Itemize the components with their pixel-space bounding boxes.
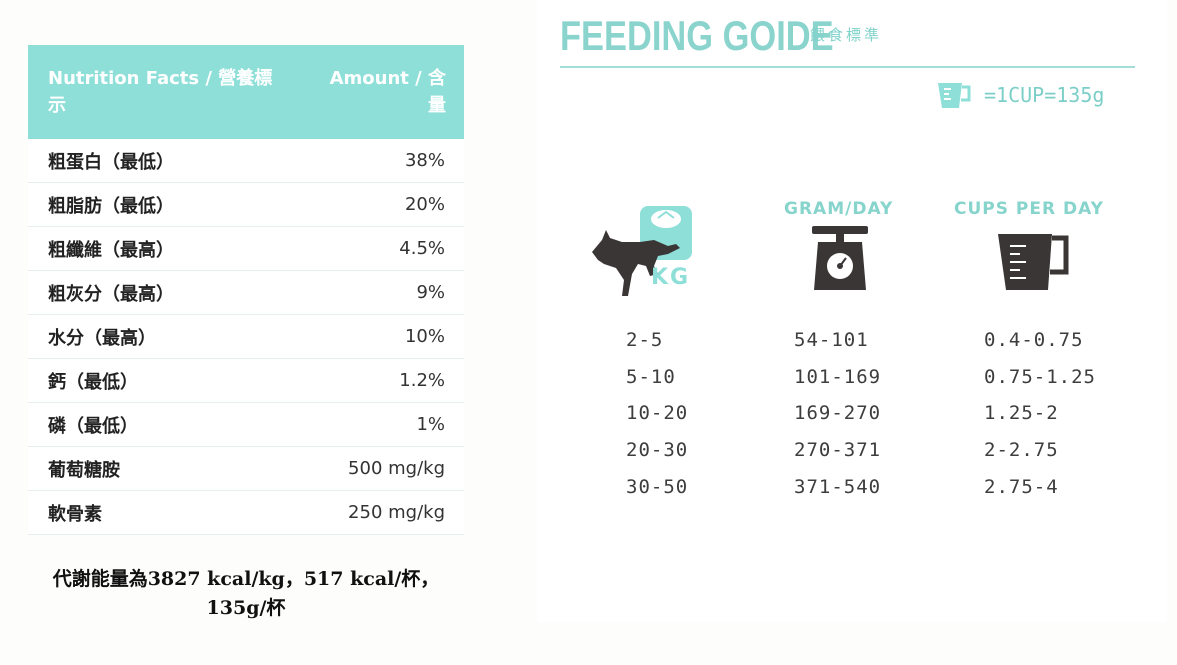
nutrient-name: 水分（最高） [48, 327, 156, 349]
nutrition-table: Nutrition Facts / 營養標示 Amount / 含量 粗蛋白（最… [28, 45, 464, 535]
nutrient-value: 9% [416, 282, 445, 303]
nutrient-value: 500 mg/kg [348, 458, 445, 479]
nutrient-value: 250 mg/kg [348, 502, 445, 523]
dog-weight-icon-group: KG [588, 204, 698, 304]
nutrition-table-header: Nutrition Facts / 營養標示 Amount / 含量 [28, 45, 464, 139]
nutrient-name: 鈣（最低） [48, 371, 138, 393]
table-row: 水分（最高） 10% [28, 315, 464, 359]
table-row: 葡萄糖胺 500 mg/kg [28, 447, 464, 491]
cup-icon-group [996, 232, 1070, 296]
gram-per-day-header: GRAM/DAY [784, 199, 894, 219]
list-item: 169-270 [794, 402, 882, 425]
nutrient-value: 4.5% [399, 238, 445, 259]
weight-list: 2-5 5-10 10-20 20-30 30-50 [626, 326, 688, 509]
list-item: 270-371 [794, 439, 882, 462]
measuring-cup-icon [998, 234, 1069, 290]
measuring-cup-small-icon [938, 83, 971, 108]
list-item: 371-540 [794, 475, 882, 498]
list-item: 101-169 [794, 365, 882, 388]
nutrient-value: 38% [404, 150, 445, 171]
kitchen-scale-icon [812, 226, 868, 290]
metabolic-energy-note: 代謝能量為3827 kcal/kg，517 kcal/杯， 135g/杯 [28, 565, 464, 623]
list-item: 10-20 [626, 402, 689, 425]
table-row: 磷（最低） 1% [28, 403, 464, 447]
kg-label: KG [651, 265, 691, 290]
header-amount: Amount / 含量 [329, 68, 446, 116]
table-row: 粗灰分（最高） 9% [28, 271, 464, 315]
scale-icon-group [810, 224, 870, 296]
cup-conversion-note: =1CUP=135g [936, 80, 1104, 110]
list-item: 54-101 [794, 329, 869, 351]
list-item: 20-30 [626, 439, 689, 462]
table-row: 粗纖維（最高） 4.5% [28, 227, 464, 271]
list-item: 2.75-4 [984, 475, 1059, 498]
table-row: 鈣（最低） 1.2% [28, 359, 464, 403]
nutrient-value: 1.2% [399, 370, 445, 391]
guide-subtitle: 餵食標準 [810, 26, 883, 44]
energy-line-2: 135g/杯 [206, 597, 286, 619]
nutrient-value: 10% [404, 326, 445, 347]
list-item: 1.25-2 [984, 402, 1059, 425]
guide-divider [560, 66, 1135, 68]
nutrient-value: 20% [404, 194, 445, 215]
list-item: 5-10 [626, 365, 676, 388]
list-item: 0.4-0.75 [984, 329, 1084, 351]
cups-per-day-header: CUPS PER DAY [954, 199, 1104, 219]
table-row: 粗蛋白（最低） 38% [28, 139, 464, 183]
list-item: 30-50 [626, 475, 689, 498]
table-row: 粗脂肪（最低） 20% [28, 183, 464, 227]
feeding-guide-panel [537, 0, 1167, 622]
nutrient-name: 粗蛋白（最低） [48, 151, 174, 173]
header-nutrition-facts: Nutrition Facts / 營養標示 [48, 68, 273, 116]
cup-note-text: =1CUP=135g [984, 83, 1105, 107]
nutrition-rows: 粗蛋白（最低） 38% 粗脂肪（最低） 20% 粗纖維（最高） 4.5% 粗灰分… [28, 139, 464, 535]
nutrient-name: 軟骨素 [48, 503, 102, 525]
table-row: 軟骨素 250 mg/kg [28, 491, 464, 535]
running-dog-icon [592, 206, 692, 296]
list-item: 2-2.75 [984, 439, 1059, 462]
list-item: 0.75-1.25 [984, 365, 1096, 388]
energy-line-1: 代謝能量為3827 kcal/kg，517 kcal/杯， [52, 568, 440, 590]
nutrient-name: 粗纖維（最高） [48, 239, 174, 261]
cups-list: 0.4-0.75 0.75-1.25 1.25-2 2-2.75 2.75-4 [984, 326, 1096, 509]
nutrient-name: 磷（最低） [48, 415, 138, 437]
nutrient-name: 粗灰分（最高） [48, 283, 174, 305]
list-item: 2-5 [626, 329, 664, 351]
guide-title: FEEDING GOIDE [560, 12, 834, 59]
nutrient-name: 葡萄糖胺 [48, 459, 120, 481]
nutrient-value: 1% [416, 414, 445, 435]
nutrient-name: 粗脂肪（最低） [48, 195, 174, 217]
gram-list: 54-101 101-169 169-270 270-371 371-540 [794, 326, 881, 509]
